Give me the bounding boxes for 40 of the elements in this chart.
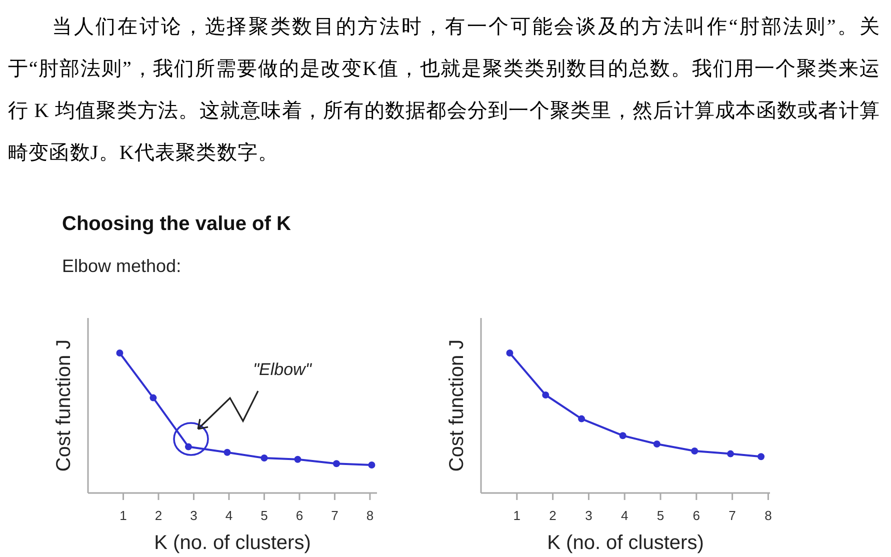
chart-title: Choosing the value of K (62, 213, 292, 235)
x-tick-label: 1 (120, 508, 127, 523)
x-tick-label: 1 (513, 508, 521, 523)
x-tick-label: 2 (549, 508, 556, 523)
point (506, 350, 514, 356)
y-axis-title: Cost function J (53, 339, 75, 472)
annotation: "Elbow" (253, 360, 312, 379)
x-tick-label: 6 (692, 508, 700, 523)
x-tick-label: 3 (585, 508, 592, 523)
x-tick-label: 7 (331, 508, 338, 523)
x-axis-title: K (no. of clusters) (154, 532, 311, 554)
x-tick-label: 7 (728, 508, 736, 523)
text: 当人们在讨论，选择聚类数目的方法时，有一个可能会谈及的方法叫作“肘部法则”。关于“肘部法则”，我们所需要做的是改变K值，也就是聚类类别数目的总数。我们用一个聚类来运行 K 均值聚类方法。这就意味着，所有的数据都会分到一个聚类里，然后计算成本函数或者计算畸变函数J。K代表聚类数字。 (8, 15, 880, 166)
point (224, 448, 231, 456)
point (727, 450, 734, 458)
point (116, 350, 124, 356)
x-tick-label: 5 (656, 508, 664, 523)
point (368, 462, 376, 468)
x-axis-title: K (no. of clusters) (547, 532, 704, 554)
point (619, 432, 626, 440)
point (691, 448, 698, 454)
point (542, 392, 550, 398)
x-tick-label: 4 (225, 508, 233, 523)
chart-subtitle: Elbow method: (62, 256, 182, 276)
point (653, 440, 660, 448)
point (150, 394, 157, 402)
point (332, 460, 340, 468)
x-tick-label: 4 (620, 508, 628, 523)
x-tick-label: 6 (296, 508, 304, 523)
point (294, 456, 302, 463)
point (184, 443, 192, 450)
x-tick-label: 2 (154, 508, 162, 523)
x-tick-label: 8 (366, 508, 374, 523)
point (578, 415, 586, 422)
point (260, 454, 268, 462)
x-tick-label: 5 (260, 508, 268, 523)
x-tick-label: 8 (764, 508, 772, 523)
x-tick-label: 3 (190, 508, 198, 523)
point (758, 453, 765, 460)
y-axis-title: Cost function J (446, 339, 468, 472)
